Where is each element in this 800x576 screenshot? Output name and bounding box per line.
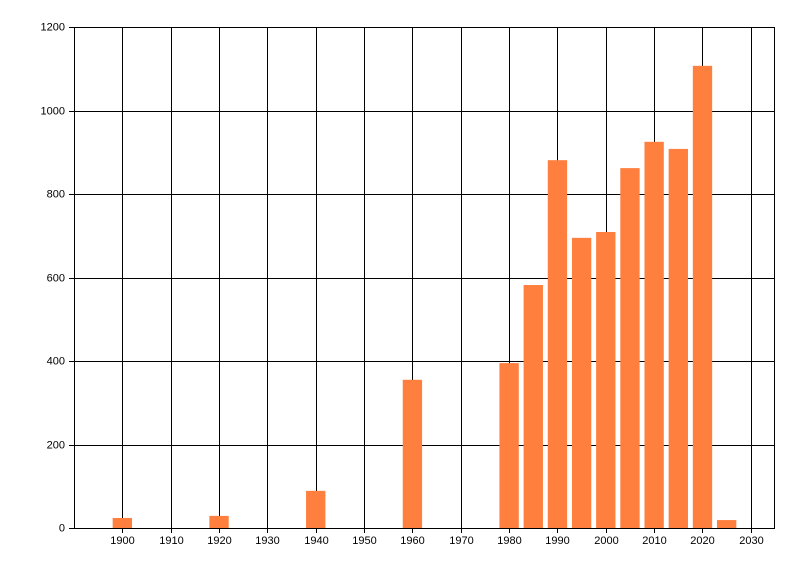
bar [112, 517, 133, 528]
x-tick-label: 2030 [739, 535, 763, 547]
x-tick-label: 1990 [545, 535, 569, 547]
x-tick-label: 1980 [497, 535, 521, 547]
x-tick-label: 2000 [594, 535, 618, 547]
plot-frame [74, 27, 775, 529]
bar [306, 490, 326, 528]
bar [692, 65, 713, 528]
x-tick-label: 1900 [110, 535, 134, 547]
bar [547, 160, 568, 528]
bar [716, 520, 737, 528]
x-tick-label: 1930 [255, 535, 279, 547]
x-tick-label: 1920 [207, 535, 231, 547]
x-tick-label: 1950 [352, 535, 376, 547]
y-tick-label: 1000 [41, 105, 65, 117]
y-tick-label: 200 [47, 439, 65, 451]
bar [209, 515, 229, 528]
bar [571, 237, 592, 528]
y-tick-label: 600 [47, 272, 65, 284]
x-tick-label: 1960 [400, 535, 424, 547]
x-tick-label: 1940 [304, 535, 328, 547]
y-tick-label: 800 [47, 188, 65, 200]
bar [644, 141, 664, 528]
bar [620, 168, 640, 529]
x-tick-label: 2010 [642, 535, 666, 547]
x-tick-label: 2020 [690, 535, 714, 547]
y-tick-label: 1200 [41, 21, 65, 33]
x-tick-label: 1970 [449, 535, 473, 547]
y-tick-label: 400 [47, 355, 65, 367]
x-tick-label: 1910 [159, 535, 183, 547]
bar [596, 231, 616, 528]
bar [499, 363, 519, 528]
y-tick-label: 0 [59, 522, 65, 534]
bar [402, 379, 423, 528]
bar [668, 148, 688, 528]
bar [523, 285, 543, 528]
